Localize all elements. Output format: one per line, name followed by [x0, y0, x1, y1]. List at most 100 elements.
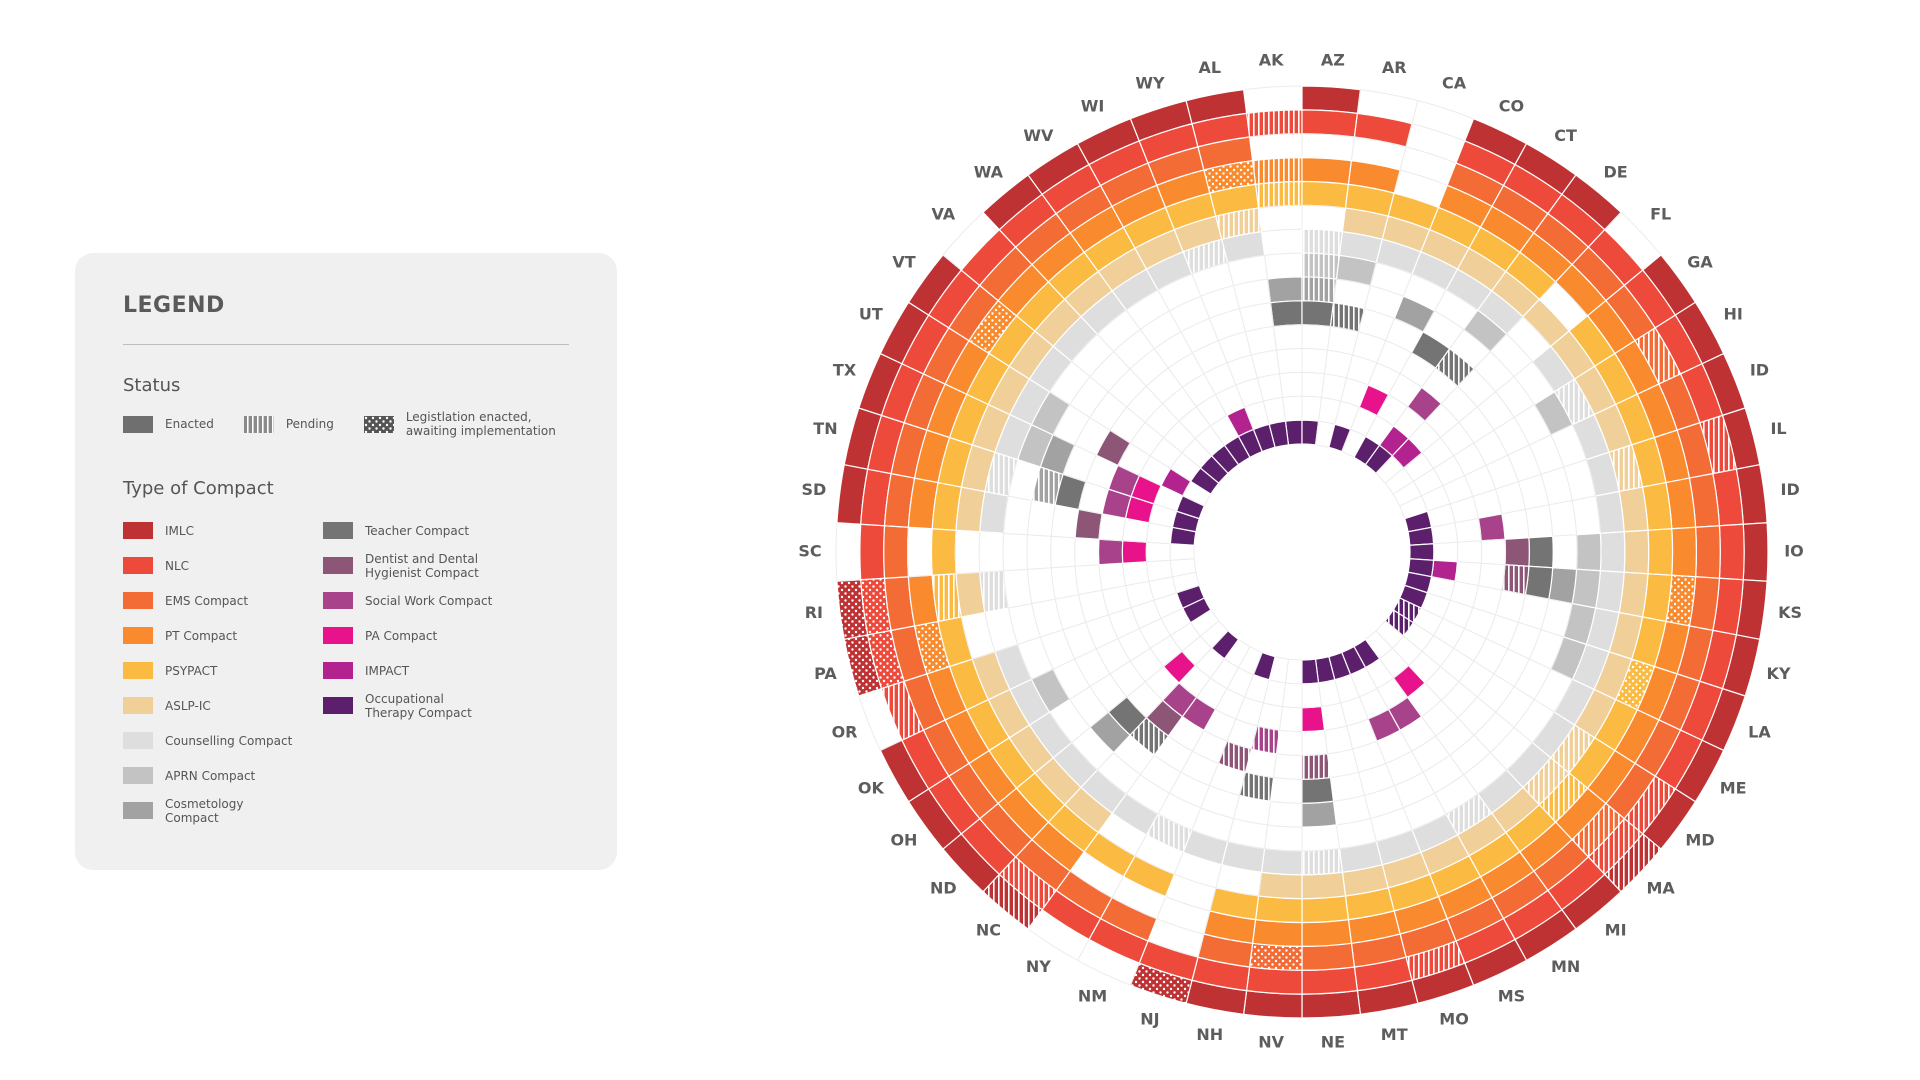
legend-item: Teacher Compact	[323, 513, 523, 548]
cell-pattern	[1615, 659, 1655, 710]
compact-list: IMLC NLC EMS Compact PT Compact PSYPACT ASLP-…	[123, 513, 569, 828]
legend-swatch	[323, 697, 353, 714]
state-label: FL	[1650, 205, 1671, 224]
cell	[1268, 420, 1290, 449]
state-label: OR	[832, 723, 858, 742]
state-label: NM	[1078, 987, 1107, 1006]
empty-cell	[1501, 508, 1530, 540]
empty-cell	[1301, 682, 1323, 709]
legend-label: IMPACT	[365, 663, 410, 678]
cell-pattern	[1239, 772, 1274, 802]
empty-cell	[1433, 541, 1459, 563]
swatch-pattern	[363, 415, 394, 433]
status-item: Enacted	[123, 415, 214, 433]
legend-swatch	[123, 802, 153, 819]
legend-swatch	[123, 662, 153, 679]
status-item: Pending	[243, 415, 334, 433]
state-label: GA	[1687, 252, 1713, 271]
empty-cell	[1145, 541, 1171, 563]
cell-pattern	[1406, 940, 1465, 981]
cell	[1524, 565, 1554, 600]
cell	[1245, 966, 1303, 995]
state-label: MO	[1439, 1009, 1469, 1028]
cell	[1409, 543, 1435, 561]
cell-pattern	[1130, 963, 1193, 1004]
state-label: ID	[1781, 480, 1800, 499]
legend-item: PT Compact	[123, 618, 323, 653]
legend-label: Dentist and Dental Hygienist Compact	[365, 551, 479, 580]
cell-pattern	[1665, 575, 1696, 626]
state-label: ND	[930, 878, 957, 897]
cell-pattern	[867, 630, 905, 689]
legend-label: Counselling Compact	[165, 733, 293, 748]
empty-cell	[1169, 543, 1195, 561]
state-label: WA	[974, 162, 1004, 181]
cell-pattern	[1130, 717, 1169, 756]
state-label: MA	[1646, 878, 1675, 897]
empty-cell	[1260, 228, 1303, 256]
cell-pattern	[1393, 597, 1422, 623]
cell-pattern	[1249, 943, 1302, 971]
legend-label: Cosmetology Compact	[165, 796, 244, 825]
status-label: Legistlation enacted, awaiting implement…	[405, 410, 556, 438]
empty-cell	[1272, 324, 1303, 351]
cell-pattern	[999, 856, 1057, 910]
legend-item: Dentist and Dental Hygienist Compact	[323, 548, 523, 583]
legend-item: PA Compact	[323, 618, 523, 653]
cell	[1301, 871, 1347, 900]
cell-pattern	[1571, 803, 1625, 857]
cell-pattern	[1215, 208, 1262, 240]
empty-cell	[1301, 348, 1329, 375]
state-label: OK	[858, 779, 885, 798]
status-swatch	[363, 415, 394, 433]
cell-pattern	[1218, 741, 1252, 773]
legend-item: EMS Compact	[123, 583, 323, 618]
cell	[1301, 156, 1353, 186]
cell	[1301, 109, 1359, 138]
state-label: WI	[1081, 96, 1105, 115]
legend-swatch	[123, 557, 153, 574]
cell	[1623, 529, 1650, 575]
state-label: ID	[1750, 360, 1769, 379]
state-label: CA	[1442, 74, 1467, 93]
legend-item: APRN Compact	[123, 758, 323, 793]
empty-cell	[1552, 534, 1578, 570]
cell-pattern	[1609, 444, 1643, 492]
cell	[1301, 989, 1362, 1019]
empty-cell	[1301, 371, 1326, 399]
state-label: MN	[1551, 957, 1580, 976]
cell-pattern	[1635, 327, 1681, 385]
legend-swatch	[123, 522, 153, 539]
cell-pattern	[1302, 753, 1331, 780]
cell-pattern	[1302, 229, 1343, 256]
cell-pattern	[984, 452, 1018, 496]
legend-item: ASLP-IC	[123, 688, 323, 723]
state-label: RI	[805, 603, 823, 622]
cell	[1301, 658, 1320, 685]
empty-cell	[1122, 561, 1150, 587]
state-label: AZ	[1321, 50, 1345, 69]
cell-pattern	[932, 573, 962, 622]
legend-item: Social Work Compact	[323, 583, 523, 618]
legend-label: ASLP-IC	[165, 698, 211, 713]
cell-pattern	[1550, 724, 1595, 773]
state-label: TN	[813, 419, 837, 438]
empty-cell	[1272, 753, 1303, 780]
state-label: MI	[1605, 921, 1627, 940]
empty-cell	[1249, 133, 1303, 162]
cell	[1097, 538, 1124, 566]
cell-pattern	[1255, 181, 1302, 209]
empty-cell	[1002, 532, 1029, 572]
state-label: MD	[1685, 831, 1714, 850]
empty-cell	[1301, 204, 1347, 233]
cell-pattern	[836, 579, 868, 640]
cell	[1575, 532, 1602, 572]
state-label: NE	[1321, 1033, 1345, 1052]
state-label: VA	[932, 205, 956, 224]
cell	[1301, 300, 1335, 328]
empty-cell	[1050, 535, 1076, 569]
legend-item: IMPACT	[323, 653, 523, 688]
cell	[1671, 526, 1697, 578]
legend-label: EMS Compact	[165, 593, 249, 608]
